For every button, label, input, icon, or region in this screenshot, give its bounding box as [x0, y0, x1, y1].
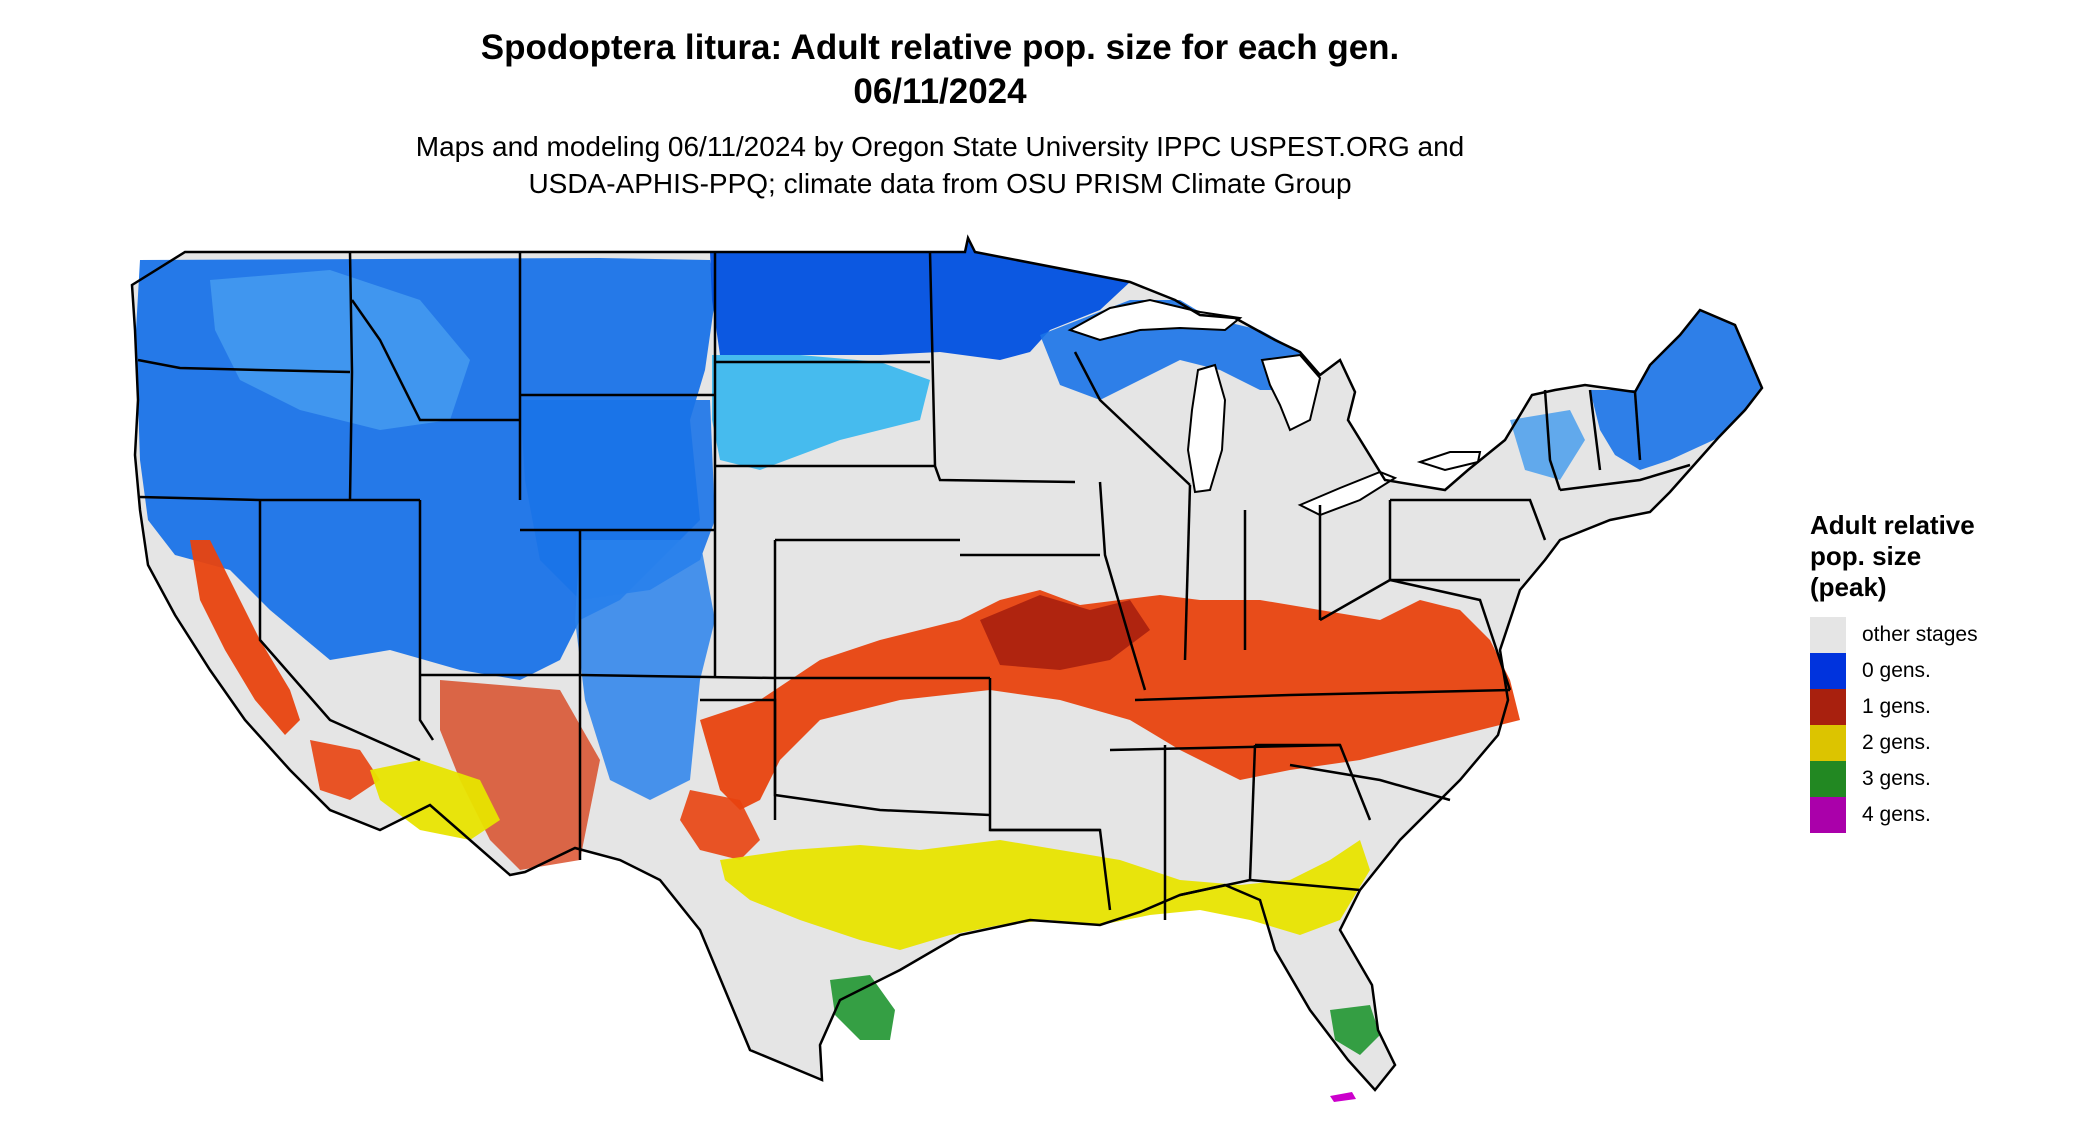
gen1-zone-southwest	[440, 680, 600, 870]
legend-title-line-1: Adult relative	[1810, 510, 1975, 540]
legend-item-4-gens: 4 gens.	[1810, 797, 1978, 833]
legend-swatch-3-gens	[1810, 761, 1846, 797]
title-line-1: Spodoptera litura: Adult relative pop. s…	[480, 28, 1400, 67]
legend-swatch-2-gens	[1810, 725, 1846, 761]
lake-ontario	[1416, 451, 1482, 472]
gen0-zone-adirondacks	[1510, 410, 1585, 480]
us-map	[130, 234, 1764, 1102]
legend-label-2-gens: 2 gens.	[1862, 731, 1931, 754]
gen0-zone-colorado	[575, 540, 715, 800]
legend-label-4-gens: 4 gens.	[1862, 803, 1931, 826]
gen0-zone-north-central	[710, 238, 1130, 360]
legend-item-1-gens: 1 gens.	[1810, 689, 1978, 725]
gen1-zone-ozarks	[980, 595, 1150, 670]
legend: Adult relative pop. size (peak) other st…	[1810, 510, 1978, 833]
gen1-zone-socal	[310, 740, 380, 800]
subtitle-line-2: USDA-APHIS-PPQ; climate data from OSU PR…	[528, 168, 1352, 199]
gen1-zone-california	[190, 540, 300, 735]
subtitle-line-1: Maps and modeling 06/11/2024 by Oregon S…	[415, 131, 1465, 162]
legend-label-3-gens: 3 gens.	[1862, 767, 1931, 790]
legend-item-2-gens: 2 gens.	[1810, 725, 1978, 761]
legend-item-0-gens: 0 gens.	[1810, 653, 1978, 689]
legend-title-line-2: pop. size	[1810, 541, 1922, 571]
legend-item-3-gens: 3 gens.	[1810, 761, 1978, 797]
legend-swatch-other-stages	[1810, 617, 1846, 653]
legend-title: Adult relative pop. size (peak)	[1810, 510, 1978, 603]
legend-label-0-gens: 0 gens.	[1862, 659, 1931, 682]
legend-label-other-stages: other stages	[1862, 623, 1978, 646]
gen2-zone-gulf-coast	[720, 840, 1370, 950]
legend-swatch-4-gens	[1810, 797, 1846, 833]
title-line-2: 06/11/2024	[853, 72, 1027, 111]
gen2-zone-arizona	[370, 760, 500, 840]
legend-item-other-stages: other stages	[1810, 617, 1978, 653]
gen3-zone-south-florida	[1330, 1005, 1380, 1055]
map-subtitle: Maps and modeling 06/11/2024 by Oregon S…	[0, 128, 1880, 202]
lake-superior	[1067, 298, 1243, 342]
lake-michigan	[1186, 363, 1227, 494]
legend-swatch-0-gens	[1810, 653, 1846, 689]
lake-huron	[1260, 353, 1322, 432]
legend-label-1-gens: 1 gens.	[1862, 695, 1931, 718]
gen1-zone-texas-panhandle	[680, 790, 760, 860]
state-borders	[130, 234, 1764, 1092]
gen0-zone-dakotas-light	[712, 355, 930, 470]
gen0-zone-new-england	[1590, 310, 1762, 470]
gen4-zone-keys	[1330, 1092, 1356, 1102]
map-title: Spodoptera litura: Adult relative pop. s…	[0, 26, 1880, 114]
gen1-zone-central-belt	[700, 590, 1520, 810]
legend-swatch-1-gens	[1810, 689, 1846, 725]
legend-title-line-3: (peak)	[1810, 572, 1887, 602]
gen3-zone-south-texas	[830, 975, 895, 1040]
